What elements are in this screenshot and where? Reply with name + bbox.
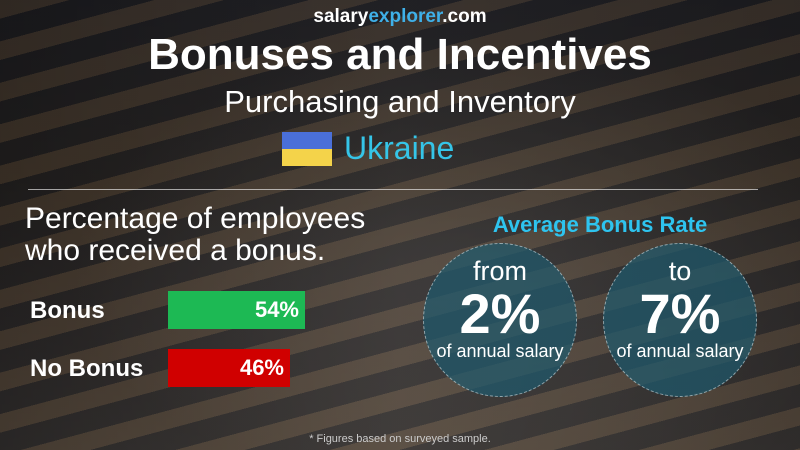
to-circle: to 7% of annual salary — [603, 243, 757, 397]
to-suffix: of annual salary — [616, 341, 744, 361]
to-value: 7% — [639, 282, 721, 345]
footnote: * Figures based on surveyed sample. — [309, 433, 491, 445]
site-logo[interactable]: salaryexplorer.com — [0, 6, 800, 28]
average-bonus-heading: Average Bonus Rate — [492, 212, 708, 237]
country-row: Ukraine — [282, 130, 454, 167]
to-label: to — [668, 256, 692, 286]
percentage-heading: Percentage of employees who received a b… — [25, 202, 366, 267]
no-bonus-bar: 46% — [168, 349, 290, 387]
logo-salary: salary — [313, 6, 369, 27]
page-title: Bonuses and Incentives — [148, 30, 652, 79]
from-circle: from 2% of annual salary — [423, 243, 577, 397]
bonus-bar: 54% — [168, 291, 305, 329]
country-name: Ukraine — [344, 130, 455, 166]
logo-com: .com — [442, 6, 487, 27]
no-bonus-label: No Bonus — [30, 355, 144, 382]
job-category: Purchasing and Inventory — [224, 84, 576, 119]
logo-explorer: explorer — [368, 6, 443, 27]
from-value: 2% — [459, 282, 541, 345]
ukraine-flag-icon — [282, 131, 332, 166]
from-label: from — [473, 256, 527, 286]
divider — [28, 189, 758, 190]
bonus-label: Bonus — [30, 297, 105, 324]
from-suffix: of annual salary — [436, 341, 564, 361]
